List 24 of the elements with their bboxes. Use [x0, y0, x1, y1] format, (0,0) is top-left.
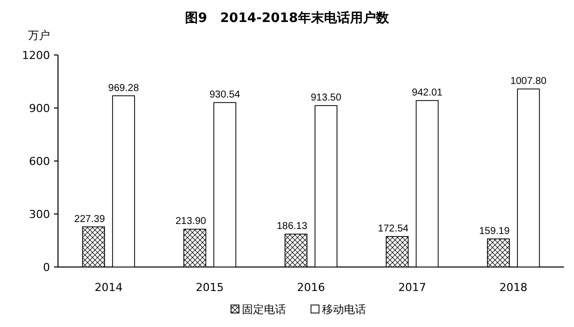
- data-label: 227.39: [74, 214, 106, 225]
- x-tick-label: 2016: [297, 281, 325, 294]
- data-label: 969.28: [108, 82, 140, 94]
- data-label: 213.90: [176, 216, 207, 228]
- y-tick-label: 600: [29, 154, 50, 168]
- x-tick-label: 2017: [398, 281, 426, 294]
- data-label: 172.54: [378, 224, 409, 235]
- x-tick-label: 2015: [196, 281, 224, 294]
- data-label: 1007.80: [510, 76, 547, 87]
- data-label: 913.50: [310, 92, 342, 104]
- data-label: 930.54: [210, 90, 241, 101]
- legend-label: 移动电话: [322, 303, 366, 316]
- y-tick-label: 900: [29, 102, 50, 115]
- y-tick-label: 1200: [22, 48, 50, 62]
- data-label: 942.01: [412, 88, 443, 99]
- chart-title: 图9 2014-2018年末电话用户数: [185, 10, 390, 26]
- x-tick-label: 2018: [499, 281, 528, 294]
- x-tick-label: 2014: [94, 281, 123, 294]
- data-label: 186.13: [276, 221, 308, 232]
- legend-label: 固定电话: [242, 303, 286, 316]
- data-label: 159.19: [479, 226, 510, 237]
- y-axis-title: 万户: [28, 29, 50, 42]
- y-tick-label: 0: [43, 260, 50, 274]
- y-tick-label: 300: [29, 208, 50, 221]
